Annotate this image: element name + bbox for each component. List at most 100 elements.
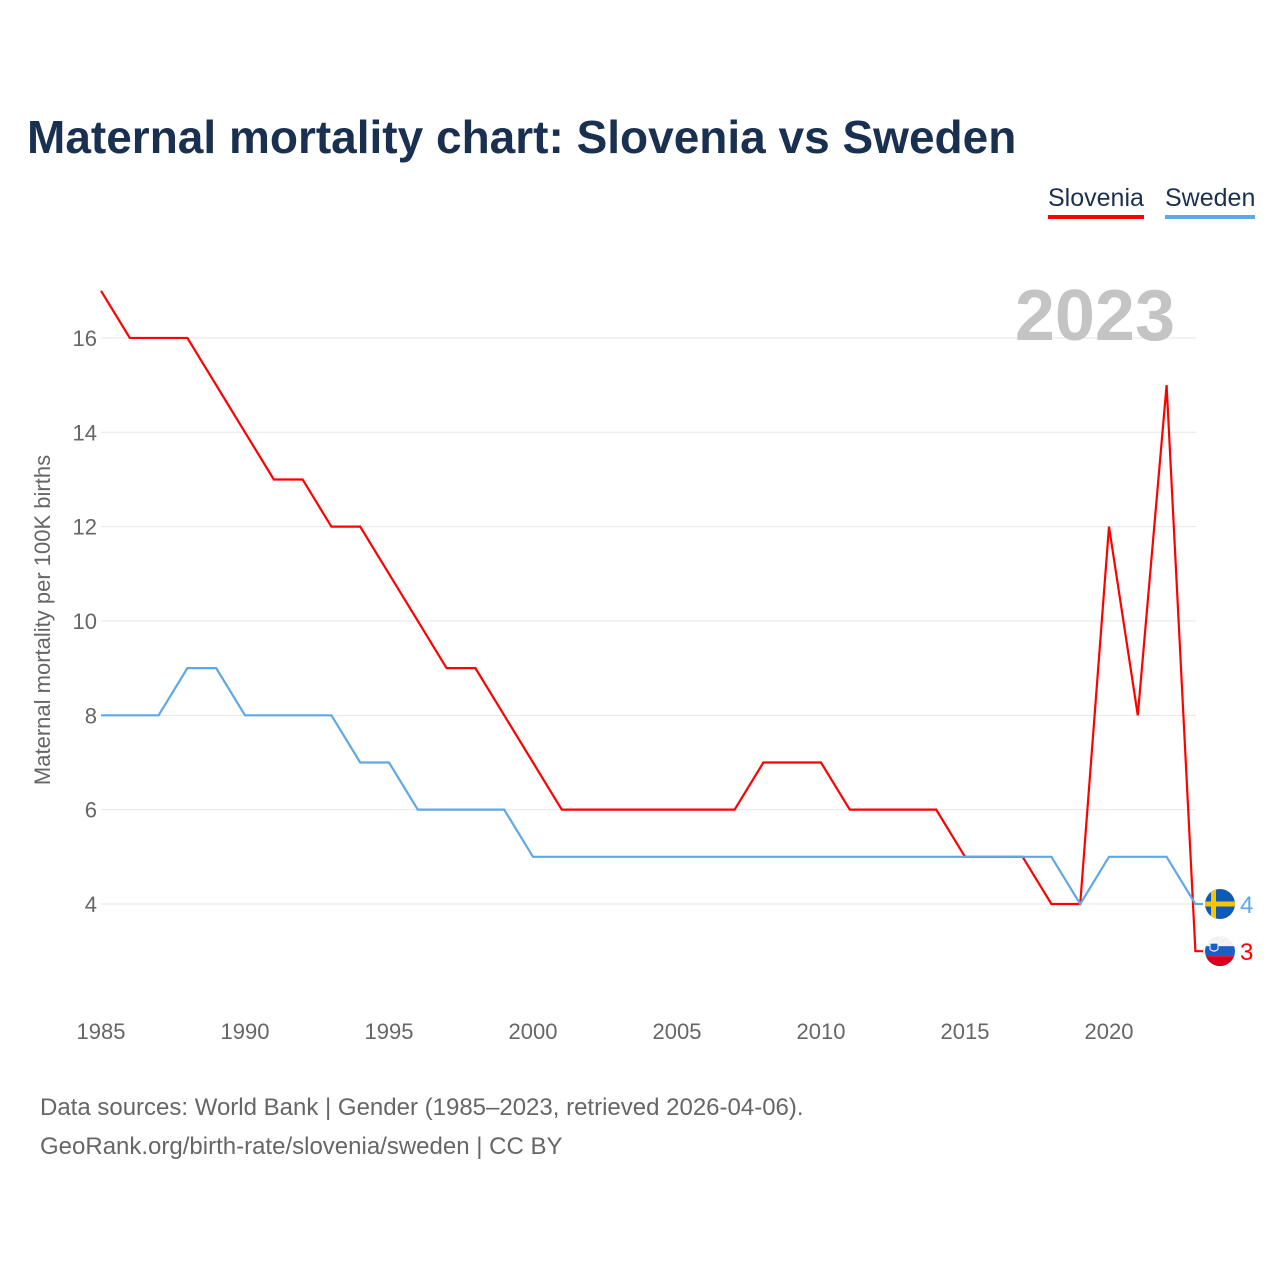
data-point[interactable]: [271, 476, 277, 482]
x-tick-label: 2015: [941, 1019, 990, 1044]
data-point[interactable]: [818, 854, 824, 860]
chart-title: Maternal mortality chart: Slovenia vs Sw…: [27, 111, 1017, 163]
data-point[interactable]: [213, 382, 219, 388]
data-point[interactable]: [588, 854, 594, 860]
y-tick-label: 16: [73, 326, 97, 351]
data-point[interactable]: [501, 807, 507, 813]
data-point[interactable]: [357, 759, 363, 765]
data-point[interactable]: [444, 807, 450, 813]
data-point[interactable]: [616, 854, 622, 860]
data-point[interactable]: [1048, 901, 1054, 907]
data-point[interactable]: [1135, 712, 1141, 718]
slovenia-flag-icon: [1205, 936, 1235, 967]
data-point[interactable]: [127, 335, 133, 341]
data-point[interactable]: [1106, 524, 1112, 530]
data-point[interactable]: [472, 665, 478, 671]
data-point[interactable]: [501, 712, 507, 718]
legend-sweden[interactable]: Sweden: [1165, 184, 1256, 219]
y-axis-label: Maternal mortality per 100K births: [30, 455, 55, 785]
data-point[interactable]: [1192, 901, 1198, 907]
data-point[interactable]: [732, 854, 738, 860]
data-point[interactable]: [156, 712, 162, 718]
data-point[interactable]: [588, 807, 594, 813]
data-point[interactable]: [732, 807, 738, 813]
data-point[interactable]: [559, 854, 565, 860]
data-point[interactable]: [703, 807, 709, 813]
data-point[interactable]: [357, 524, 363, 530]
series-line-slovenia: [100, 290, 1203, 953]
y-tick-label: 10: [73, 609, 97, 634]
data-point[interactable]: [184, 335, 190, 341]
data-point[interactable]: [962, 854, 968, 860]
data-point[interactable]: [818, 759, 824, 765]
data-point[interactable]: [1192, 948, 1198, 954]
data-point[interactable]: [98, 288, 104, 294]
footer-link[interactable]: GeoRank.org/birth-rate/slovenia/sweden |…: [40, 1133, 563, 1160]
y-tick-label: 8: [85, 703, 97, 728]
data-point[interactable]: [559, 807, 565, 813]
data-point[interactable]: [1048, 854, 1054, 860]
data-point[interactable]: [904, 807, 910, 813]
data-point[interactable]: [328, 712, 334, 718]
footer-sources: Data sources: World Bank | Gender (1985–…: [40, 1094, 804, 1121]
x-tick-label: 1985: [77, 1019, 126, 1044]
data-point[interactable]: [472, 807, 478, 813]
data-point[interactable]: [645, 854, 651, 860]
data-point[interactable]: [1135, 854, 1141, 860]
data-point[interactable]: [876, 807, 882, 813]
x-tick-label: 1990: [221, 1019, 270, 1044]
data-point[interactable]: [184, 665, 190, 671]
x-tick-label: 2000: [509, 1019, 558, 1044]
data-point[interactable]: [300, 476, 306, 482]
data-point[interactable]: [1077, 901, 1083, 907]
legend-slovenia[interactable]: Slovenia: [1048, 184, 1144, 219]
data-point[interactable]: [847, 807, 853, 813]
data-point[interactable]: [530, 854, 536, 860]
data-point[interactable]: [789, 759, 795, 765]
data-point[interactable]: [415, 618, 421, 624]
data-point[interactable]: [213, 665, 219, 671]
data-point[interactable]: [328, 524, 334, 530]
x-tick-label: 1995: [365, 1019, 414, 1044]
data-point[interactable]: [789, 854, 795, 860]
end-value-label: 3: [1240, 939, 1253, 966]
data-point[interactable]: [760, 854, 766, 860]
data-point[interactable]: [1164, 854, 1170, 860]
year-watermark: 2023: [1015, 276, 1175, 356]
data-point[interactable]: [1020, 854, 1026, 860]
x-tick-label: 2010: [797, 1019, 846, 1044]
data-point[interactable]: [674, 807, 680, 813]
data-point[interactable]: [386, 571, 392, 577]
data-point[interactable]: [674, 854, 680, 860]
sweden-flag-icon: [1205, 889, 1235, 919]
data-point[interactable]: [242, 429, 248, 435]
data-point[interactable]: [1106, 854, 1112, 860]
data-point[interactable]: [156, 335, 162, 341]
data-point[interactable]: [98, 712, 104, 718]
data-point[interactable]: [933, 807, 939, 813]
y-tick-label: 12: [73, 515, 97, 540]
data-point[interactable]: [760, 759, 766, 765]
data-point[interactable]: [386, 759, 392, 765]
data-point[interactable]: [876, 854, 882, 860]
data-point[interactable]: [530, 759, 536, 765]
data-point[interactable]: [1164, 382, 1170, 388]
y-tick-label: 14: [73, 420, 97, 445]
data-point[interactable]: [127, 712, 133, 718]
data-point[interactable]: [444, 665, 450, 671]
series-line-sweden: [101, 667, 1203, 907]
data-point[interactable]: [904, 854, 910, 860]
data-point[interactable]: [300, 712, 306, 718]
end-value-label: 4: [1240, 892, 1253, 919]
data-point[interactable]: [645, 807, 651, 813]
data-point[interactable]: [242, 712, 248, 718]
data-point[interactable]: [847, 854, 853, 860]
data-point[interactable]: [271, 712, 277, 718]
data-point[interactable]: [933, 854, 939, 860]
data-point[interactable]: [616, 807, 622, 813]
footer: Data sources: World Bank | Gender (1985–…: [40, 1088, 804, 1166]
data-point[interactable]: [703, 854, 709, 860]
data-point[interactable]: [991, 854, 997, 860]
data-point[interactable]: [415, 807, 421, 813]
